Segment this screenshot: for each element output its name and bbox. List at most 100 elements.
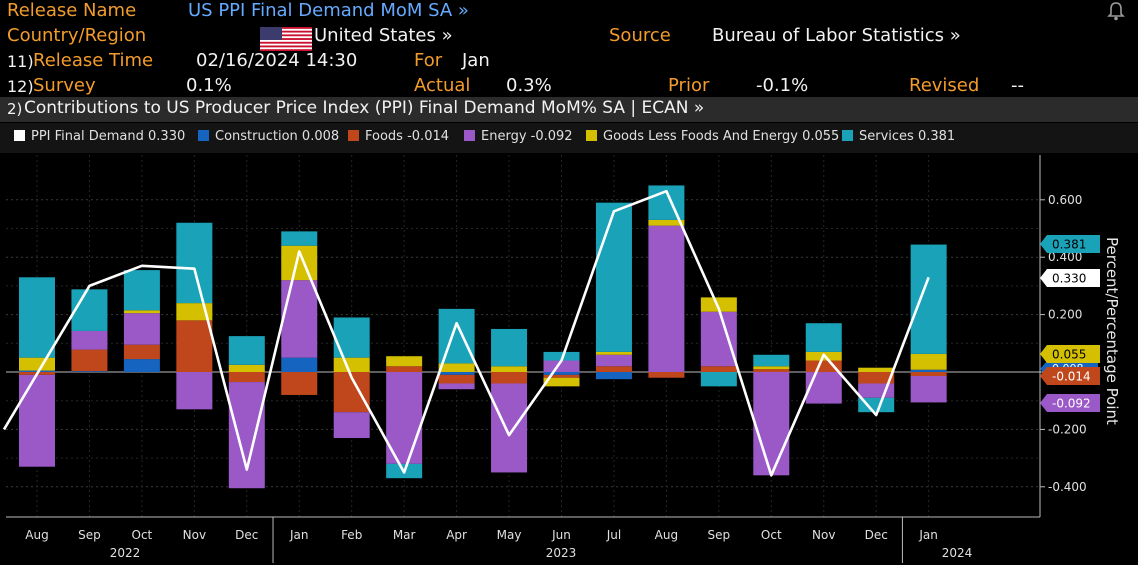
bar-segment: [700, 311, 737, 367]
bar-segment: [753, 372, 790, 476]
svg-text:-0.092: -0.092: [1052, 397, 1091, 411]
revised-value: --: [1011, 75, 1024, 96]
bar-segment: [281, 280, 318, 358]
bar-segment: [228, 382, 265, 489]
legend-item-energy[interactable]: Energy -0.092: [464, 129, 573, 144]
chart-title[interactable]: Contributions to US Producer Price Index…: [24, 98, 705, 118]
legend-item-goods-less-foods-and-energy[interactable]: Goods Less Foods And Energy 0.055: [586, 129, 839, 144]
svg-text:0.330: 0.330: [1052, 272, 1086, 286]
bar-segment: [805, 360, 842, 372]
legend-item-foods[interactable]: Foods -0.014: [348, 129, 449, 144]
bar-segment: [595, 372, 632, 380]
bar-segment: [281, 231, 318, 246]
legend-value: 0.055: [802, 129, 840, 144]
survey-value: 0.1%: [186, 75, 232, 96]
prior-value: -0.1%: [756, 75, 809, 96]
for-value: Jan: [462, 50, 490, 71]
bar-segment: [543, 374, 580, 378]
survey-label[interactable]: Survey: [33, 75, 96, 96]
country-value[interactable]: United States »: [314, 25, 453, 46]
bar-segment: [281, 357, 318, 372]
header-row-4: 12) Survey 0.1% Actual 0.3% Prior -0.1% …: [0, 75, 1138, 99]
legend-value: -0.092: [530, 129, 573, 144]
revised-label: Revised: [909, 75, 980, 96]
bar-segment: [176, 222, 213, 304]
contributions-chart[interactable]: 0.6000.4000.2000.000-0.200-0.400AugSepOc…: [0, 155, 1138, 565]
bar-segment: [910, 369, 947, 372]
bar-segment: [71, 330, 108, 350]
bar-segment: [543, 377, 580, 387]
bar-segment: [333, 412, 370, 439]
bar-segment: [595, 202, 632, 352]
header-row-2: Country/Region United States » Source Bu…: [0, 25, 1138, 51]
bar-segment: [648, 219, 685, 226]
chart-line: [2, 189, 930, 477]
year-label: 2022: [110, 546, 141, 560]
year-label: 2023: [546, 546, 577, 560]
right-value-label: -0.014: [1040, 367, 1100, 385]
us-flag-icon: [260, 27, 312, 51]
release-time-value: 02/16/2024 14:30: [196, 50, 358, 71]
legend-item-construction[interactable]: Construction 0.008: [198, 129, 339, 144]
x-tick-label: Mar: [393, 528, 416, 542]
bar-segment: [438, 363, 475, 372]
legend-label: PPI Final Demand: [31, 129, 144, 144]
chart-legend: PPI Final Demand 0.330 Construction 0.00…: [0, 123, 1138, 153]
x-tick-label: Aug: [25, 528, 48, 542]
chart-title-bar[interactable]: 2) Contributions to US Producer Price In…: [0, 97, 1138, 122]
survey-num[interactable]: 12): [7, 77, 34, 96]
bar-segment: [71, 371, 108, 372]
bar-segment: [543, 360, 580, 372]
bar-segment: [333, 317, 370, 358]
actual-value: 0.3%: [506, 75, 552, 96]
x-tick-label: Jun: [551, 528, 571, 542]
legend-value: 0.330: [148, 129, 186, 144]
bar-segment: [910, 376, 947, 403]
bar-segment: [123, 270, 160, 311]
release-name-link[interactable]: US PPI Final Demand MoM SA »: [188, 0, 469, 21]
legend-item-ppi-final-demand[interactable]: PPI Final Demand 0.330: [14, 129, 185, 144]
legend-value: -0.014: [407, 129, 450, 144]
bar-segment: [910, 353, 947, 370]
bar-segment: [858, 367, 895, 372]
x-tick-label: Dec: [235, 528, 258, 542]
y-tick-label: -0.200: [1048, 422, 1087, 436]
for-label: For: [414, 50, 443, 71]
bar-segment: [19, 277, 55, 358]
bar-segment: [281, 372, 318, 395]
bar-segment: [595, 366, 632, 372]
legend-swatch: [14, 130, 25, 141]
bar-segment: [491, 328, 528, 367]
bar-segment: [71, 289, 108, 331]
x-tick-label: Jan: [289, 528, 309, 542]
bar-segment: [123, 344, 160, 360]
bar-segment: [543, 372, 580, 375]
bar-segment: [858, 372, 895, 384]
x-tick-label: Sep: [78, 528, 101, 542]
release-time-label[interactable]: Release Time: [33, 50, 154, 71]
x-tick-label: Dec: [865, 528, 888, 542]
release-time-num[interactable]: 11): [7, 52, 34, 71]
bar-segment: [648, 225, 685, 372]
header-row-3: 11) Release Time 02/16/2024 14:30 For Ja…: [0, 50, 1138, 74]
legend-item-services[interactable]: Services 0.381: [842, 129, 955, 144]
legend-label: Services: [859, 129, 914, 144]
source-value[interactable]: Bureau of Labor Statistics »: [712, 25, 961, 46]
bar-segment: [753, 354, 790, 367]
bell-icon[interactable]: [1105, 0, 1127, 27]
prior-label: Prior: [668, 75, 710, 96]
y-tick-label: 0.400: [1048, 250, 1082, 264]
bar-segment: [700, 297, 737, 312]
bar-segment: [805, 323, 842, 352]
legend-label: Energy: [481, 129, 527, 144]
x-tick-label: Apr: [446, 528, 467, 542]
legend-value: 0.008: [301, 129, 340, 144]
bar-segment: [176, 320, 213, 372]
x-tick-label: Oct: [132, 528, 153, 542]
bar-segment: [176, 372, 213, 410]
bar-segment: [753, 366, 790, 370]
right-value-label: 0.055: [1040, 345, 1100, 363]
legend-label: Foods: [365, 129, 403, 144]
bar-segment: [858, 383, 895, 398]
